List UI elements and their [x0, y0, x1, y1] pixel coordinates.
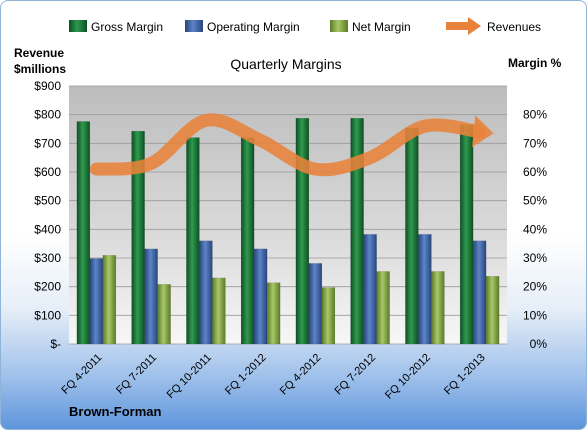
left-tick-label: $100	[34, 308, 61, 322]
right-axis-label: Margin %	[508, 56, 562, 70]
category-label: FQ 7-2012	[333, 352, 379, 398]
left-tick-label: $500	[34, 194, 61, 208]
category-label: FQ 10-2011	[165, 352, 214, 401]
operating-margin-bar	[199, 240, 213, 345]
right-tick-label: 10%	[523, 308, 547, 322]
left-tick-label: $300	[34, 251, 61, 265]
gross-margin-bar	[459, 124, 474, 345]
category-label: FQ 4-2012	[278, 352, 324, 398]
operating-margin-bar	[253, 248, 268, 345]
gross-margin-bar	[240, 137, 255, 345]
bars	[76, 118, 500, 345]
gross-margin-bar	[295, 118, 310, 345]
operating-margin-bar	[144, 248, 158, 345]
revenue-arrowhead	[471, 115, 494, 148]
net-margin-bar	[102, 255, 117, 345]
operating-margin-bar	[89, 258, 104, 345]
category-label: FQ 1-2013	[442, 352, 488, 398]
chart-title: Quarterly Margins	[230, 56, 341, 72]
operating-margin-bar	[308, 263, 323, 345]
net-margin-bar	[485, 276, 500, 345]
right-tick-label: 60%	[523, 165, 547, 179]
gross-margin-bar	[186, 137, 200, 345]
revenue-line-path	[89, 113, 487, 177]
gross-margin-bar	[76, 121, 91, 345]
left-tick-label: $900	[34, 79, 61, 93]
right-tick-label: 30%	[523, 251, 547, 265]
operating-margin-bar	[472, 240, 487, 345]
legend-revenues: Revenues	[487, 20, 541, 34]
legend: Gross Margin Operating Margin Net Margin…	[69, 17, 541, 35]
left-tick-label: $400	[34, 222, 61, 236]
left-tick-label: $200	[34, 280, 61, 294]
net-margin-bar	[321, 287, 336, 345]
revenue-line	[89, 113, 494, 177]
net-margin-bar	[266, 282, 281, 345]
net-margin-bar	[431, 271, 445, 345]
category-label: FQ 10-2012	[383, 352, 433, 402]
gross-margin-bar	[405, 127, 419, 345]
legend-operating-margin-swatch	[185, 20, 203, 32]
left-tick-label: $600	[34, 165, 61, 179]
net-margin-bar	[376, 271, 390, 345]
legend-revenues-arrow-icon	[446, 17, 481, 35]
right-tick-label: 50%	[523, 194, 547, 208]
category-label: FQ 4-2011	[59, 352, 104, 397]
left-axis-label-line1: Revenue	[14, 46, 64, 60]
left-tick-label: $800	[34, 108, 61, 122]
left-tick-label: $700	[34, 136, 61, 150]
gross-margin-bar	[131, 130, 145, 345]
right-tick-label: 80%	[523, 108, 547, 122]
right-axis-ticks: 0% 10% 20% 30% 40% 50% 60% 70% 80%	[523, 108, 547, 351]
right-tick-label: 20%	[523, 280, 547, 294]
left-tick-label: $-	[50, 337, 61, 351]
footer-label: Brown-Forman	[69, 404, 162, 419]
right-tick-label: 70%	[523, 136, 547, 150]
legend-operating-margin: Operating Margin	[207, 20, 300, 34]
right-tick-label: 0%	[530, 337, 548, 351]
right-tick-label: 40%	[523, 222, 547, 236]
legend-gross-margin-swatch	[69, 20, 87, 32]
net-margin-bar	[157, 284, 171, 345]
category-label: FQ 7-2011	[114, 352, 159, 397]
gross-margin-bar	[350, 118, 364, 345]
left-axis-ticks: $- $100 $200 $300 $400 $500 $600 $700 $800 $900	[34, 79, 61, 351]
operating-margin-bar	[418, 234, 432, 345]
net-margin-bar	[212, 277, 226, 345]
legend-net-margin-swatch	[330, 20, 348, 32]
legend-net-margin: Net Margin	[352, 20, 411, 34]
category-labels: FQ 4-2011 FQ 7-2011 FQ 10-2011 FQ 1-2012 FQ …	[59, 352, 487, 402]
category-label: FQ 1-2012	[223, 352, 269, 398]
left-axis-label-line2: $millions	[14, 62, 66, 76]
operating-margin-bar	[363, 234, 377, 345]
legend-gross-margin: Gross Margin	[91, 20, 163, 34]
